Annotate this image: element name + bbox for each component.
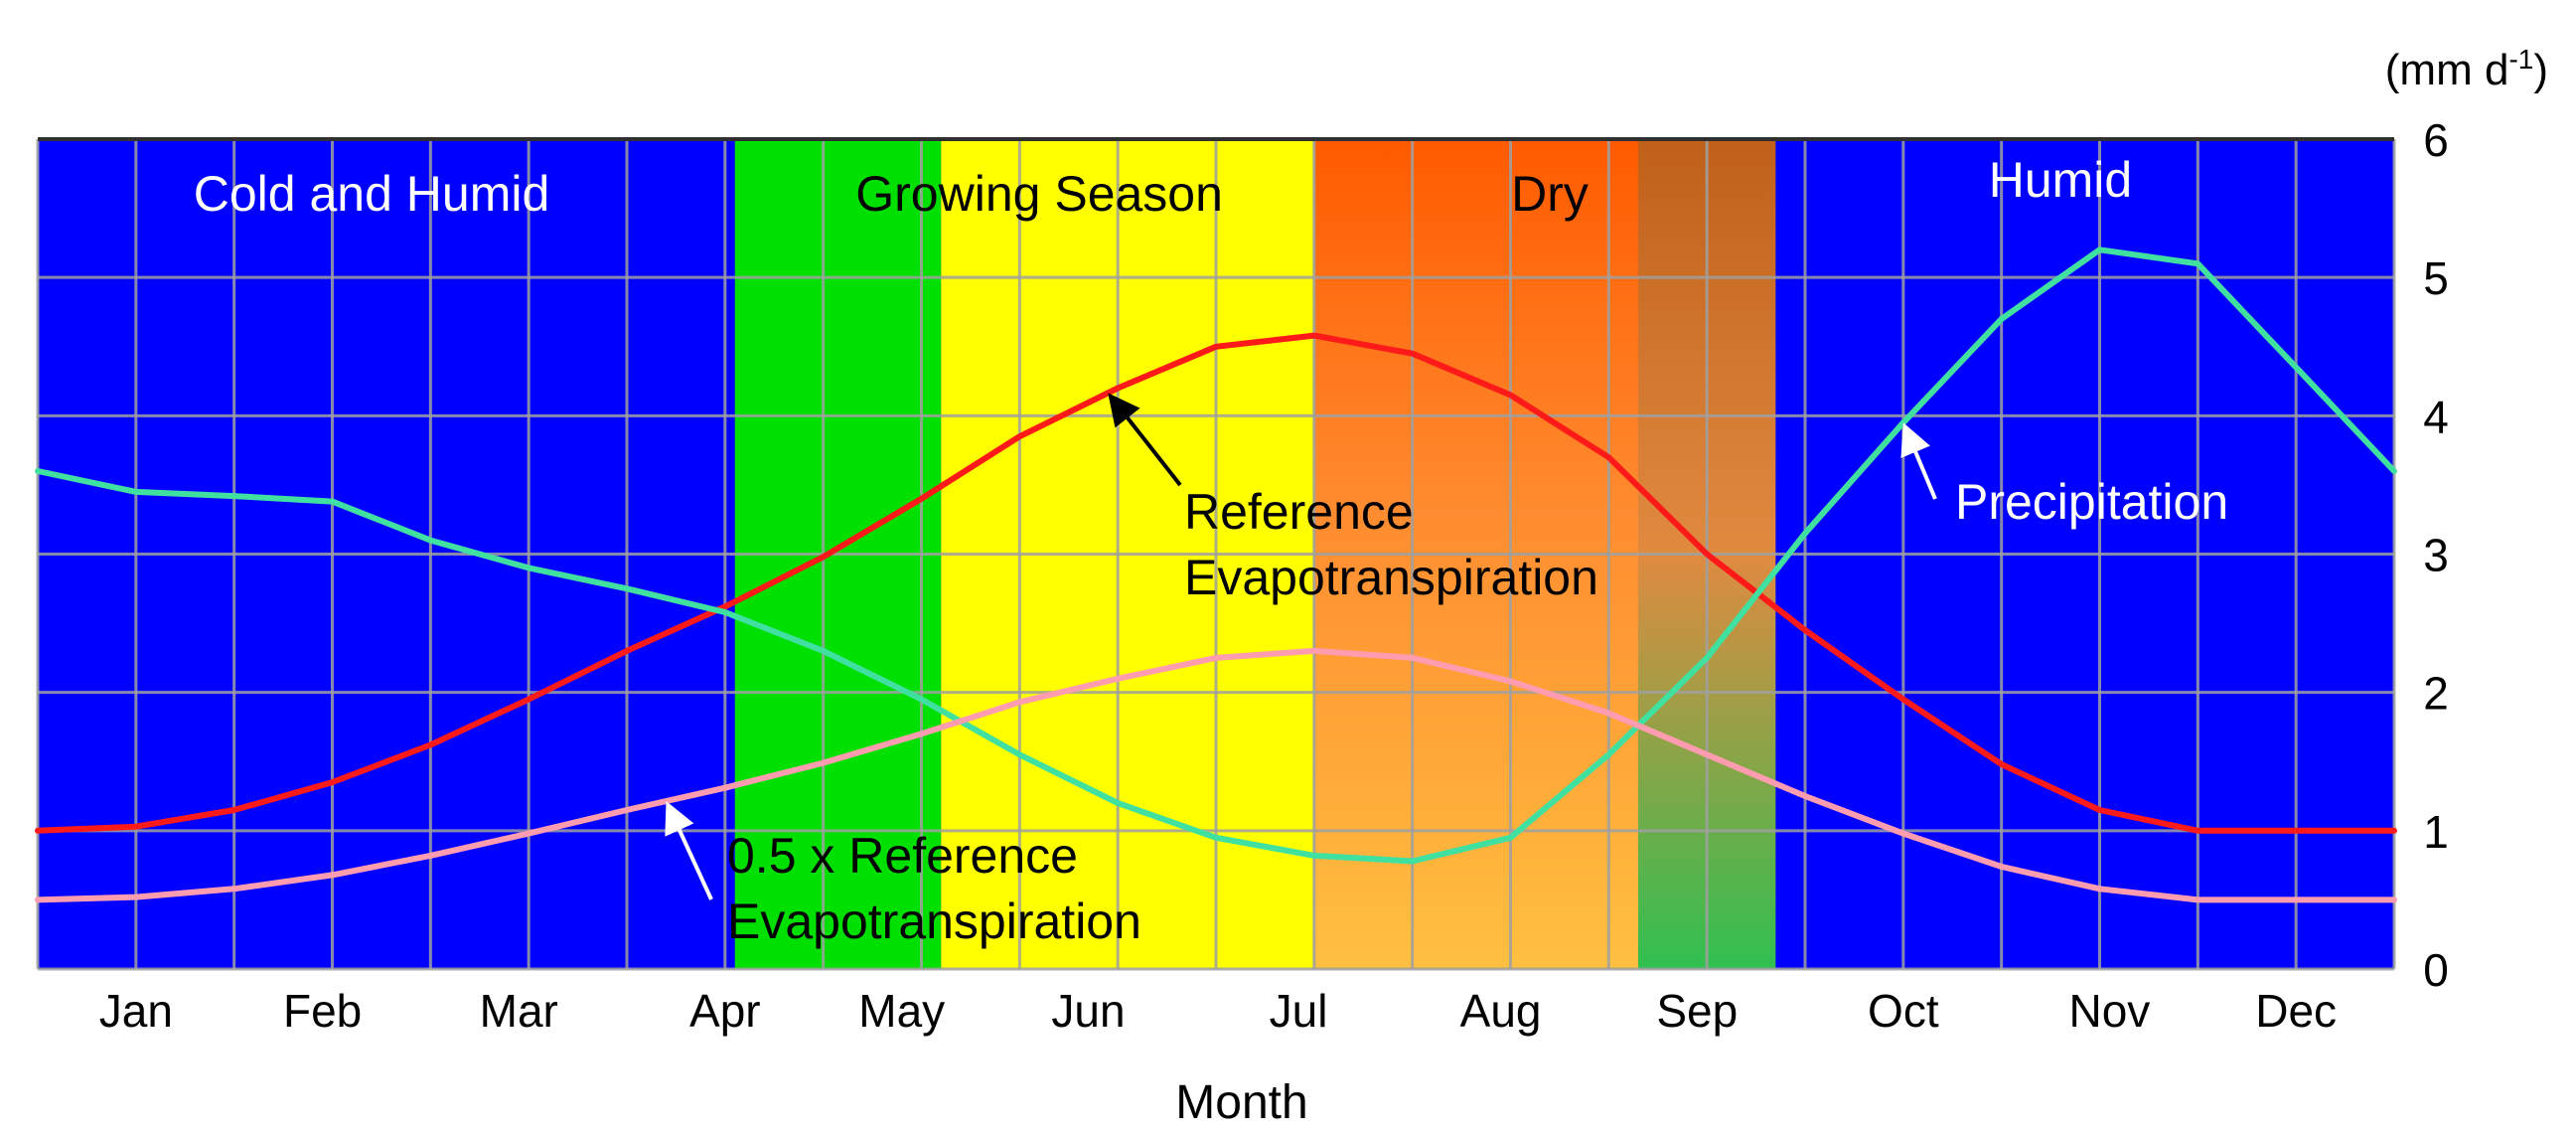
annotation-text: Evapotranspiration — [727, 893, 1141, 949]
annotation-arrow — [1900, 422, 1937, 500]
y-tick-label: 6 — [2423, 114, 2449, 166]
x-tick-label: Mar — [480, 985, 558, 1037]
x-tick-label: Nov — [2068, 985, 2150, 1037]
x-tick-label: Apr — [689, 985, 761, 1037]
x-axis: Jan Feb Mar Apr May Jun Jul Aug Sep Oct Nov Dec — [99, 985, 2337, 1037]
x-tick-label: May — [858, 985, 945, 1037]
annotation-text: Reference — [1184, 484, 1414, 540]
y-axis: 0 1 2 3 4 5 6 — [2423, 114, 2449, 996]
season-label-cold-and-humid: Cold and Humid — [194, 166, 550, 222]
annotation-arrow — [1108, 393, 1182, 487]
series-line-0-5-x-reference-evapotranspiration — [35, 647, 2397, 903]
y-tick-label: 3 — [2423, 530, 2449, 581]
season-label-dry: Dry — [1511, 166, 1589, 222]
annotations: Reference Evapotranspiration 0.5 x Referen… — [665, 393, 2228, 949]
annotation-text: Precipitation — [1955, 474, 2228, 530]
unit-label: (mm d-1) — [2385, 44, 2548, 94]
y-tick-label: 4 — [2423, 391, 2449, 442]
x-tick-label: Jun — [1051, 985, 1125, 1037]
y-tick-label: 0 — [2423, 944, 2449, 996]
x-tick-label: Sep — [1656, 985, 1738, 1037]
annotation-text: Evapotranspiration — [1184, 550, 1598, 605]
y-tick-label: 1 — [2423, 806, 2449, 858]
annotation-text: 0.5 x Reference — [727, 828, 1078, 884]
annotation-arrow — [665, 801, 713, 900]
x-axis-title: Month — [1175, 1076, 1307, 1129]
x-tick-label: Jan — [99, 985, 173, 1037]
x-tick-label: Jul — [1270, 985, 1328, 1037]
series-lines — [35, 246, 2397, 903]
season-label-humid: Humid — [1989, 152, 2132, 208]
x-tick-label: Dec — [2255, 985, 2337, 1037]
y-tick-label: 5 — [2423, 252, 2449, 304]
series-line-reference-evapotranspiration — [35, 332, 2397, 834]
season-label-growing-season: Growing Season — [855, 166, 1223, 222]
season-labels: Cold and Humid Growing Season Dry Humid — [194, 152, 2132, 222]
x-tick-label: Oct — [1868, 985, 1939, 1037]
x-tick-label: Feb — [283, 985, 362, 1037]
x-tick-label: Aug — [1460, 985, 1542, 1037]
series-line-precipitation — [35, 246, 2397, 865]
y-tick-label: 2 — [2423, 668, 2449, 720]
